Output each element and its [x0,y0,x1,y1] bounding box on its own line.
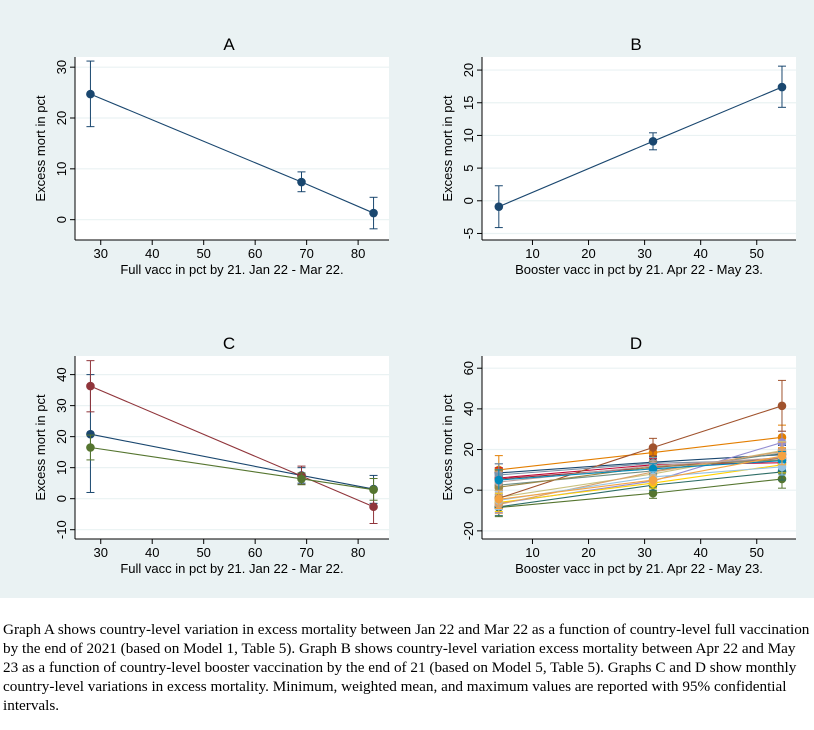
y-tick-label: 15 [461,96,476,110]
y-tick-label: 5 [461,164,476,171]
x-axis-label: Booster vacc in pct by 21. Apr 22 - May … [515,561,763,576]
y-tick-label: 20 [54,429,69,443]
y-tick-label: 20 [461,442,476,456]
y-tick-label: 40 [54,367,69,381]
y-axis-label: Excess mort in pct [33,95,48,202]
x-axis-label: Booster vacc in pct by 21. Apr 22 - May … [515,262,763,277]
data-point [648,443,658,452]
x-tick-label: 80 [351,246,365,261]
x-tick-label: 40 [145,246,159,261]
y-tick-label: 20 [461,63,476,77]
plot-area [482,356,796,539]
x-tick-label: 40 [693,246,707,261]
figure: 0 10 20 30 30 40 50 60 70 80 A Full vacc in pct by … [0,0,814,598]
x-tick-label: 40 [693,545,707,560]
x-tick-label: 30 [94,246,108,261]
y-tick-label: 0 [461,487,476,494]
y-axis-label: Excess mort in pct [440,95,455,202]
plot-area [75,356,389,539]
data-point [86,89,95,99]
y-tick-label: 10 [54,460,69,474]
y-tick-label: 20 [54,111,69,125]
x-tick-label: 30 [94,545,108,560]
data-point [369,208,378,218]
y-tick-label: 0 [461,197,476,204]
y-tick-label: 30 [54,60,69,74]
y-tick-label: 0 [54,216,69,223]
data-point [369,502,378,512]
y-tick-label: 10 [54,162,69,176]
chart-panel-d: -20 0 20 40 60 10 20 30 40 50 D Booster vacc in pct… [407,299,814,598]
x-axis-label: Full vacc in pct by 21. Jan 22 - Mar 22. [120,561,343,576]
y-tick-label: -20 [461,521,476,540]
x-tick-label: 10 [525,545,539,560]
x-tick-label: 20 [581,545,595,560]
data-point [648,475,658,485]
x-tick-label: 40 [145,545,159,560]
chart-a: 0 10 20 30 30 40 50 60 70 80 A Full vacc in pct by … [33,35,389,277]
chart-d: -20 0 20 40 60 10 20 30 40 50 D Booster vacc in pct… [440,334,796,576]
x-tick-label: 70 [299,545,313,560]
data-point [297,177,306,187]
chart-title: A [223,35,235,54]
x-tick-label: 50 [750,246,764,261]
chart-c: -10 0 10 20 30 40 30 40 50 60 70 80 C Full vacc in pc… [33,334,389,576]
data-point [86,443,95,452]
y-tick-label: -10 [54,520,69,539]
data-point [86,429,95,439]
y-tick-label: 40 [461,402,476,416]
x-tick-label: 60 [248,545,262,560]
y-tick-label: -5 [461,228,476,240]
x-axis-label: Full vacc in pct by 21. Jan 22 - Mar 22. [120,262,343,277]
plot-area [75,57,389,240]
x-tick-label: 10 [525,246,539,261]
y-tick-label: 30 [54,398,69,412]
x-tick-label: 30 [637,545,651,560]
y-tick-label: 10 [461,128,476,142]
y-axis-label: Excess mort in pct [440,394,455,501]
x-tick-label: 50 [750,545,764,560]
data-point [777,401,787,411]
data-point [648,488,658,498]
data-point [86,381,95,391]
x-tick-label: 60 [248,246,262,261]
x-tick-label: 20 [581,246,595,261]
chart-panel-b: -5 0 5 10 15 20 10 20 30 40 50 B Booster vacc in pct… [407,0,814,299]
chart-title: B [630,35,641,54]
x-tick-label: 70 [299,246,313,261]
data-point [369,485,378,494]
chart-title: D [630,334,642,353]
data-point [777,82,787,92]
data-point [648,464,658,474]
figure-caption: Graph A shows country-level variation in… [3,621,810,714]
x-tick-label: 30 [637,246,651,261]
x-tick-label: 50 [196,246,210,261]
x-tick-label: 50 [196,545,210,560]
chart-panel-c: -10 0 10 20 30 40 30 40 50 60 70 80 C Full vacc in pc… [0,299,407,598]
chart-panel-a: 0 10 20 30 30 40 50 60 70 80 A Full vacc in pct by … [0,0,407,299]
data-point [494,495,504,504]
y-axis-label: Excess mort in pct [33,394,48,501]
data-point [297,474,306,484]
y-tick-label: 60 [461,361,476,375]
data-point [777,451,787,461]
plot-area [482,57,796,240]
x-tick-label: 80 [351,545,365,560]
y-tick-label: 0 [54,495,69,502]
chart-b: -5 0 5 10 15 20 10 20 30 40 50 B Booster vacc in pct… [440,35,796,277]
data-point [494,202,504,211]
chart-title: C [223,334,235,353]
data-point [648,137,658,146]
data-point [494,475,504,485]
